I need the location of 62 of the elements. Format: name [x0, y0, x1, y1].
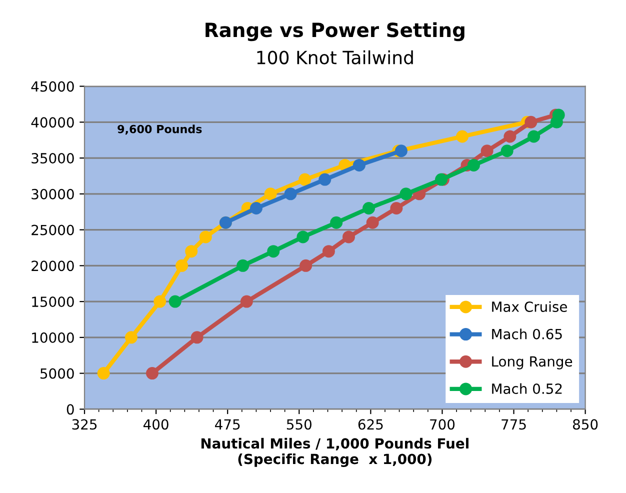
- y-tick-label: 30000: [32, 188, 74, 200]
- point: [390, 202, 403, 215]
- y-tick-label: 0: [66, 404, 74, 415]
- x-tick-label: 625: [358, 419, 383, 430]
- point: [366, 216, 379, 229]
- point: [467, 158, 480, 172]
- y-tick-label: 20000: [32, 260, 74, 272]
- point: [330, 216, 343, 229]
- y-tick-label: 35000: [32, 153, 74, 164]
- point: [250, 202, 262, 215]
- point: [97, 367, 110, 380]
- point: [362, 202, 376, 215]
- point: [480, 144, 494, 158]
- x-tick-label: 325: [72, 419, 97, 430]
- legend-label: Max Cruise: [492, 301, 568, 312]
- point: [298, 173, 312, 186]
- point: [284, 188, 297, 200]
- point: [296, 230, 310, 244]
- point: [318, 173, 332, 186]
- point: [176, 259, 188, 272]
- y-tick-label: 40000: [31, 117, 74, 128]
- legend-label: Mach 0.65: [492, 328, 562, 340]
- point: [264, 188, 277, 200]
- point: [552, 108, 565, 122]
- legend-label: Long Range: [492, 356, 572, 370]
- y-tick-label: 45000: [31, 81, 74, 92]
- point: [300, 259, 312, 272]
- point: [267, 245, 280, 258]
- x-tick-label: 850: [572, 419, 598, 430]
- chart-title: Range vs Power Setting: [206, 22, 464, 42]
- point: [400, 188, 412, 200]
- point: [352, 158, 366, 172]
- point: [524, 116, 538, 128]
- x-tick-label: 400: [143, 419, 168, 430]
- x-tick-label: 475: [215, 419, 240, 430]
- point: [500, 144, 514, 158]
- x-tick-label: 700: [430, 419, 455, 430]
- y-tick-label: 5000: [40, 368, 74, 379]
- point: [190, 331, 204, 344]
- point: [146, 367, 158, 380]
- point: [185, 245, 198, 258]
- point: [342, 230, 355, 244]
- y-tick-label: 25000: [32, 224, 74, 236]
- point: [199, 230, 212, 244]
- point: [154, 295, 166, 308]
- x-tick-label: 775: [502, 419, 526, 430]
- point: [240, 295, 253, 308]
- x-tick-label: 550: [286, 419, 312, 430]
- x-axis-title: Nautical Miles / 1,000 Pounds Fuel (Specific Range x 1,000): [201, 438, 468, 468]
- point: [456, 130, 469, 143]
- y-tick-label: 10000: [32, 332, 74, 343]
- point: [125, 331, 138, 344]
- point: [394, 144, 408, 158]
- point: [504, 130, 516, 143]
- annotation: 9,600 Pounds: [118, 124, 202, 135]
- y-tick-label: 15000: [32, 296, 74, 308]
- chart-subtitle: 100 Knot Tailwind: [257, 50, 413, 64]
- point: [322, 245, 335, 258]
- point: [168, 295, 182, 308]
- legend-label: Mach 0.52: [492, 383, 562, 394]
- point: [528, 130, 540, 143]
- point: [236, 259, 250, 272]
